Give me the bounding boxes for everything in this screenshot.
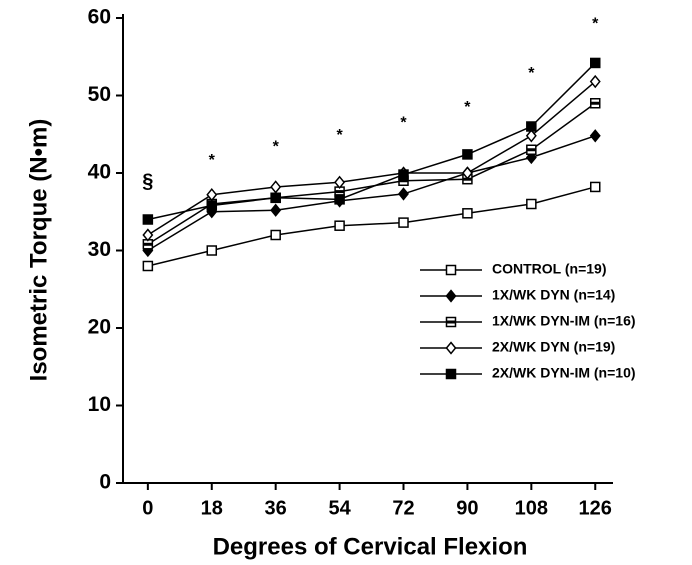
marker bbox=[526, 198, 537, 210]
annotation: * bbox=[464, 99, 471, 116]
series-line bbox=[147, 186, 596, 267]
marker bbox=[589, 57, 601, 69]
legend-label: 2X/WK DYN-IM (n=10) bbox=[492, 365, 636, 381]
series-line bbox=[147, 62, 596, 221]
annotation: * bbox=[336, 127, 343, 144]
annotation: * bbox=[528, 65, 535, 82]
marker bbox=[398, 187, 409, 201]
marker bbox=[334, 194, 345, 205]
x-tick-label: 54 bbox=[328, 497, 351, 519]
marker bbox=[589, 181, 601, 193]
x-axis-label: Degrees of Cervical Flexion bbox=[213, 533, 528, 560]
marker-center bbox=[399, 179, 409, 183]
marker bbox=[142, 214, 154, 225]
series-line bbox=[147, 80, 596, 236]
x-tick-label: 18 bbox=[201, 497, 223, 519]
marker bbox=[270, 192, 281, 204]
y-tick-label: 40 bbox=[88, 161, 111, 184]
marker bbox=[445, 289, 457, 303]
marker bbox=[270, 180, 282, 194]
x-tick-label: 108 bbox=[515, 497, 548, 519]
y-tick-label: 50 bbox=[88, 83, 111, 106]
annotation: * bbox=[592, 15, 599, 32]
marker bbox=[445, 341, 457, 355]
annotation: * bbox=[400, 115, 407, 132]
y-axis-label: Isometric Torque (N•m) bbox=[25, 119, 52, 382]
marker bbox=[461, 166, 473, 180]
x-tick-label: 126 bbox=[579, 497, 612, 519]
legend-label: 2X/WK DYN (n=19) bbox=[492, 339, 615, 355]
annotation: § bbox=[142, 171, 153, 193]
y-tick-label: 20 bbox=[88, 316, 111, 339]
marker-center bbox=[526, 148, 536, 152]
legend-label: 1X/WK DYN (n=14) bbox=[492, 287, 615, 303]
marker bbox=[589, 129, 601, 143]
marker bbox=[206, 200, 218, 211]
marker bbox=[398, 217, 409, 228]
marker bbox=[206, 188, 218, 202]
marker bbox=[525, 129, 537, 143]
marker bbox=[142, 228, 154, 242]
marker-center bbox=[335, 190, 345, 194]
x-tick-label: 90 bbox=[456, 497, 478, 519]
marker bbox=[334, 175, 346, 189]
y-tick-label: 60 bbox=[88, 6, 111, 29]
x-tick-label: 0 bbox=[142, 497, 153, 519]
annotation: * bbox=[273, 139, 280, 156]
marker bbox=[270, 229, 281, 241]
legend-label: 1X/WK DYN-IM (n=16) bbox=[492, 313, 636, 329]
marker bbox=[589, 74, 601, 89]
marker bbox=[445, 368, 457, 380]
y-tick-label: 10 bbox=[88, 393, 111, 416]
marker-center bbox=[446, 320, 456, 324]
marker bbox=[526, 121, 537, 132]
marker bbox=[462, 208, 473, 219]
marker-center bbox=[590, 101, 600, 105]
y-tick-label: 30 bbox=[88, 238, 111, 261]
x-tick-label: 72 bbox=[392, 497, 414, 519]
marker bbox=[462, 149, 473, 160]
legend-label: CONTROL (n=19) bbox=[492, 261, 606, 277]
series-line bbox=[147, 135, 596, 252]
annotation: * bbox=[209, 152, 216, 169]
marker-center bbox=[143, 242, 153, 246]
y-tick-label: 0 bbox=[99, 471, 111, 494]
marker bbox=[270, 203, 282, 217]
marker bbox=[445, 264, 457, 276]
marker bbox=[206, 245, 218, 256]
x-tick-label: 36 bbox=[265, 497, 287, 519]
marker bbox=[398, 169, 409, 180]
marker bbox=[142, 260, 154, 272]
marker bbox=[334, 220, 345, 231]
